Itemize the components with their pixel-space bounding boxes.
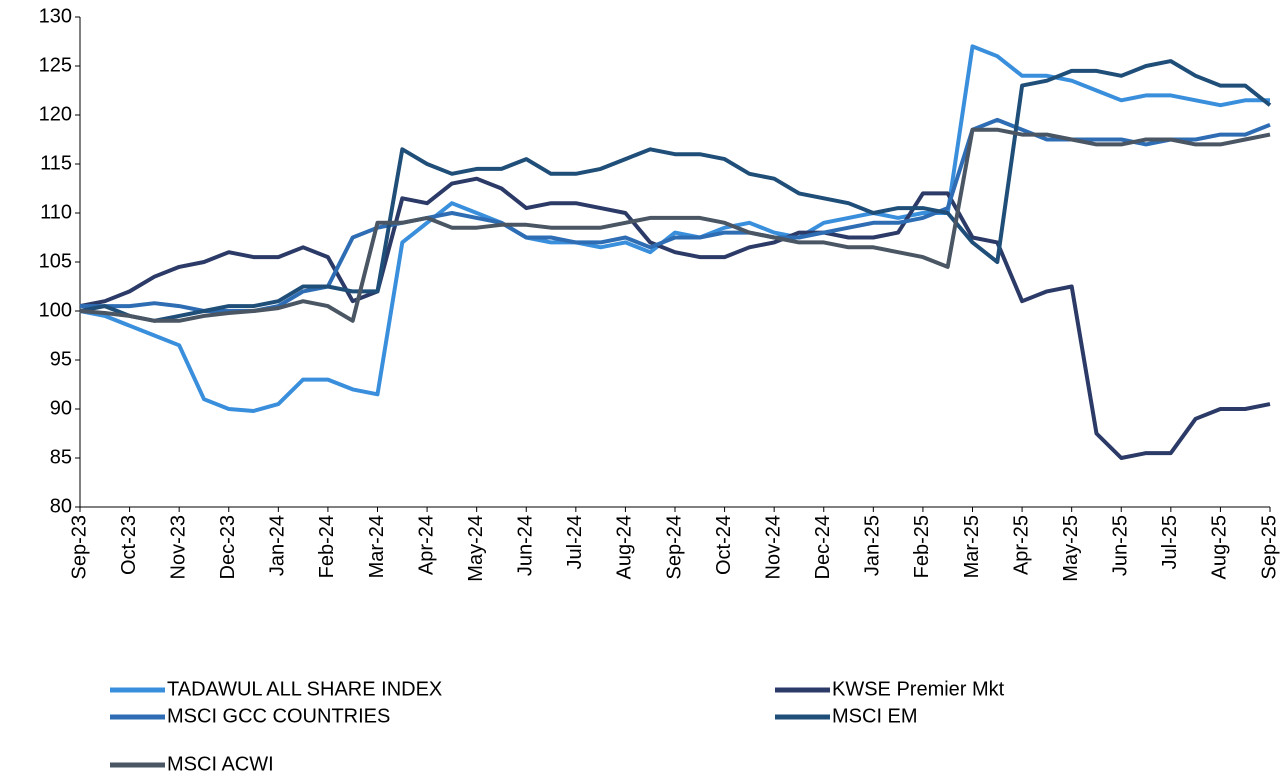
x-tick-label: Jul-24 bbox=[564, 515, 586, 569]
legend-label: MSCI GCC COUNTRIES bbox=[167, 705, 390, 727]
x-tick-label: Aug-24 bbox=[614, 515, 636, 580]
x-tick-label: Sep-23 bbox=[68, 515, 90, 580]
series-line bbox=[79, 127, 1271, 323]
legend-label: MSCI ACWI bbox=[167, 753, 274, 775]
series-line bbox=[79, 176, 1271, 460]
series-line bbox=[79, 44, 1270, 413]
y-tick-label: 110 bbox=[40, 201, 72, 223]
x-tick-label: Aug-25 bbox=[1209, 515, 1231, 580]
x-tick-label: Mar-25 bbox=[961, 515, 983, 578]
x-tick-label: Jan-25 bbox=[862, 515, 884, 576]
legend-label: KWSE Premier Mkt bbox=[832, 678, 1005, 700]
x-tick-label: Dec-24 bbox=[812, 515, 834, 579]
legend-label: TADAWUL ALL SHARE INDEX bbox=[167, 678, 442, 700]
x-tick-label: Jun-25 bbox=[1110, 515, 1132, 576]
legend-label: MSCI EM bbox=[832, 705, 918, 727]
series-line bbox=[79, 59, 1272, 323]
x-tick-label: Feb-25 bbox=[911, 515, 933, 578]
y-tick-label: 115 bbox=[40, 152, 72, 174]
x-tick-label: Oct-23 bbox=[118, 515, 140, 575]
x-tick-label: Oct-24 bbox=[713, 515, 735, 575]
x-tick-label: Sep-25 bbox=[1258, 515, 1280, 580]
x-tick-label: Feb-24 bbox=[316, 515, 338, 578]
x-tick-label: Nov-23 bbox=[167, 515, 189, 579]
x-tick-label: Dec-23 bbox=[217, 515, 239, 579]
y-tick-label: 100 bbox=[39, 299, 72, 321]
y-tick-label: 120 bbox=[39, 103, 72, 125]
x-tick-label: Apr-24 bbox=[415, 515, 437, 575]
y-tick-label: 95 bbox=[50, 348, 72, 370]
x-tick-label: Mar-24 bbox=[366, 515, 388, 578]
y-tick-label: 105 bbox=[39, 250, 72, 272]
x-tick-label: Jan-24 bbox=[267, 515, 289, 576]
x-tick-label: Sep-24 bbox=[663, 515, 685, 580]
y-tick-label: 80 bbox=[50, 495, 72, 517]
y-tick-label: 85 bbox=[50, 446, 72, 468]
y-tick-label: 130 bbox=[39, 5, 72, 27]
x-tick-label: Jun-24 bbox=[515, 515, 537, 576]
x-tick-label: Jul-25 bbox=[1159, 515, 1181, 569]
x-tick-label: May-25 bbox=[1060, 515, 1082, 582]
y-tick-label: 90 bbox=[50, 397, 72, 419]
y-tick-label: 125 bbox=[39, 54, 72, 76]
x-tick-label: Apr-25 bbox=[1010, 515, 1032, 575]
x-tick-label: Nov-24 bbox=[762, 515, 784, 579]
series-line bbox=[80, 117, 1271, 313]
x-tick-label: May-24 bbox=[465, 515, 487, 582]
